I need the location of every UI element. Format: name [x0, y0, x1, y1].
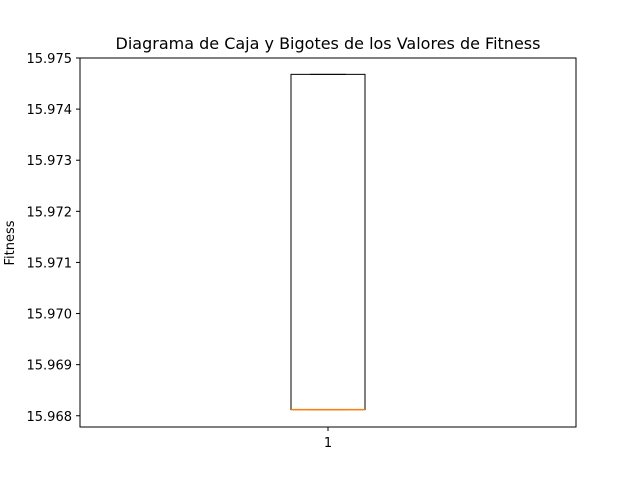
chart-marks [290, 73, 366, 411]
y-axis-label: Fitness [3, 220, 18, 265]
chart-title: Diagrama de Caja y Bigotes de los Valore… [116, 34, 541, 53]
y-tick-label: 15.968 [27, 410, 73, 425]
y-tick-label: 15.972 [27, 205, 73, 220]
box-iqr [290, 73, 366, 411]
y-tick-label: 15.971 [27, 256, 73, 271]
y-tick-label: 15.974 [27, 103, 73, 118]
y-axis-ticks: 15.968 15.969 15.970 15.971 15.972 15.973 15.9… [27, 52, 80, 425]
x-axis-ticks: 1 [324, 427, 332, 451]
y-tick-label: 15.973 [27, 154, 73, 169]
y-tick-label: 15.975 [27, 52, 73, 67]
x-tick-label: 1 [324, 436, 332, 451]
plot-area-frame [79, 57, 577, 428]
y-tick-label: 15.969 [27, 359, 73, 374]
y-tick-label: 15.970 [27, 308, 73, 323]
